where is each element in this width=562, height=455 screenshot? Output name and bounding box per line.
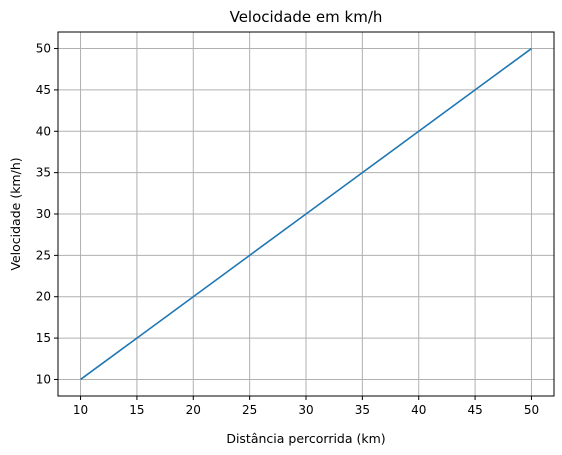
y-axis-label: Velocidade (km/h) — [8, 157, 23, 270]
y-tick-label: 15 — [36, 331, 51, 345]
y-tick-label: 45 — [36, 83, 51, 97]
chart-title: Velocidade em km/h — [230, 8, 383, 26]
x-tick-label: 25 — [242, 403, 257, 417]
x-tick-label: 35 — [355, 403, 370, 417]
x-tick-label: 10 — [73, 403, 88, 417]
x-axis-label: Distância percorrida (km) — [226, 431, 385, 446]
series-line — [80, 47, 532, 381]
y-tick-label: 35 — [36, 166, 51, 180]
series-layer — [80, 47, 532, 381]
ticks: 10 15 20 25 30 35 40 45 50 10 15 20 25 30 35 40 45 50 — [36, 42, 539, 417]
x-tick-label: 15 — [129, 403, 144, 417]
y-tick-label: 10 — [36, 372, 51, 386]
x-tick-label: 30 — [298, 403, 313, 417]
y-tick-label: 50 — [36, 42, 51, 56]
y-tick-label: 25 — [36, 248, 51, 262]
x-tick-label: 45 — [467, 403, 482, 417]
y-tick-label: 40 — [36, 124, 51, 138]
x-tick-label: 20 — [186, 403, 201, 417]
x-tick-label: 40 — [411, 403, 426, 417]
y-tick-label: 20 — [36, 290, 51, 304]
y-tick-label: 30 — [36, 207, 51, 221]
x-tick-label: 50 — [524, 403, 539, 417]
